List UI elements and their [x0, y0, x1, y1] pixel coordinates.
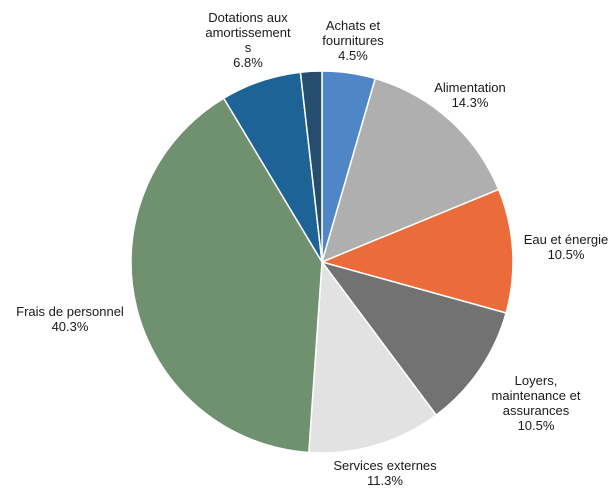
slice-name-line-3-0: Loyers, [515, 373, 558, 388]
slice-label-0: Achats et fournitures 4.5% [322, 18, 384, 63]
slice-value-4: 11.3% [367, 473, 403, 488]
slice-name-line-0-0: Achats et [326, 18, 381, 33]
slice-name-line-6-1: amortissement [205, 25, 291, 40]
slice-value-1: 14.3% [452, 95, 489, 110]
pie-slice-5 [130, 97, 323, 454]
slice-label-6: Dotations aux amortissement s 6.8% [205, 10, 291, 70]
slice-value-6: 6.8% [233, 55, 263, 70]
pie-slice-7 [299, 70, 323, 263]
slice-label-1: Alimentation 14.3% [434, 80, 506, 110]
pie-slice-4 [308, 259, 438, 454]
slice-name-line-1-0: Alimentation [434, 80, 506, 95]
slice-value-3: 10.5% [518, 418, 555, 433]
slice-name-line-0-1: fournitures [322, 33, 384, 48]
pie-slice-1 [320, 77, 500, 264]
slice-name-line-6-2: s [245, 40, 252, 55]
slice-value-2: 10.5% [548, 247, 585, 262]
pie-labels: Achats et fournitures 4.5% Alimentation 14.3… [16, 10, 608, 488]
slice-value-5: 40.3% [52, 319, 89, 334]
slice-name-line-6-0: Dotations aux [208, 10, 288, 25]
pie-slice-3 [320, 260, 507, 417]
pie-slices [130, 70, 514, 454]
slice-label-2: Eau et énergie 10.5% [524, 232, 609, 262]
slice-name-line-5-0: Frais de personnel [16, 304, 124, 319]
slice-name-line-3-2: assurances [503, 403, 570, 418]
slice-label-3: Loyers, maintenance et assurances 10.5% [492, 373, 581, 433]
slice-name-line-3-1: maintenance et [492, 388, 581, 403]
slice-name-line-2-0: Eau et énergie [524, 232, 609, 247]
slice-name-line-4-0: Services externes [333, 458, 437, 473]
slice-label-5: Frais de personnel 40.3% [16, 304, 124, 334]
slice-label-4: Services externes 11.3% [333, 458, 437, 488]
slice-value-0: 4.5% [338, 48, 368, 63]
pie-slice-2 [319, 188, 514, 314]
